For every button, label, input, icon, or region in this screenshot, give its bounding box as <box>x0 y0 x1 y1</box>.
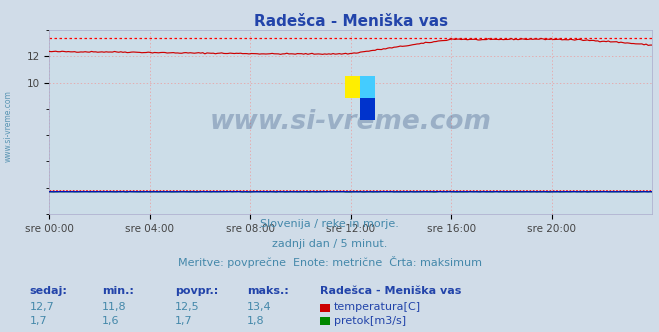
Text: 12,5: 12,5 <box>175 302 199 312</box>
Text: 13,4: 13,4 <box>247 302 272 312</box>
Text: 1,7: 1,7 <box>175 316 192 326</box>
Text: temperatura[C]: temperatura[C] <box>334 302 421 312</box>
Text: 1,6: 1,6 <box>102 316 120 326</box>
Text: pretok[m3/s]: pretok[m3/s] <box>334 316 406 326</box>
Text: 1,7: 1,7 <box>30 316 47 326</box>
Text: povpr.:: povpr.: <box>175 286 218 296</box>
Text: maks.:: maks.: <box>247 286 289 296</box>
Text: Radešca - Meniška vas: Radešca - Meniška vas <box>320 286 461 296</box>
Text: 12,7: 12,7 <box>30 302 55 312</box>
Text: sedaj:: sedaj: <box>30 286 67 296</box>
Text: 1,8: 1,8 <box>247 316 265 326</box>
Text: zadnji dan / 5 minut.: zadnji dan / 5 minut. <box>272 239 387 249</box>
Title: Radešca - Meniška vas: Radešca - Meniška vas <box>254 14 448 29</box>
FancyBboxPatch shape <box>360 98 375 120</box>
Text: Slovenija / reke in morje.: Slovenija / reke in morje. <box>260 219 399 229</box>
Text: 11,8: 11,8 <box>102 302 127 312</box>
Text: Meritve: povprečne  Enote: metrične  Črta: maksimum: Meritve: povprečne Enote: metrične Črta:… <box>177 256 482 268</box>
Text: min.:: min.: <box>102 286 134 296</box>
Text: www.si-vreme.com: www.si-vreme.com <box>210 109 492 135</box>
FancyBboxPatch shape <box>345 76 360 98</box>
Text: www.si-vreme.com: www.si-vreme.com <box>3 90 13 162</box>
FancyBboxPatch shape <box>360 76 375 98</box>
